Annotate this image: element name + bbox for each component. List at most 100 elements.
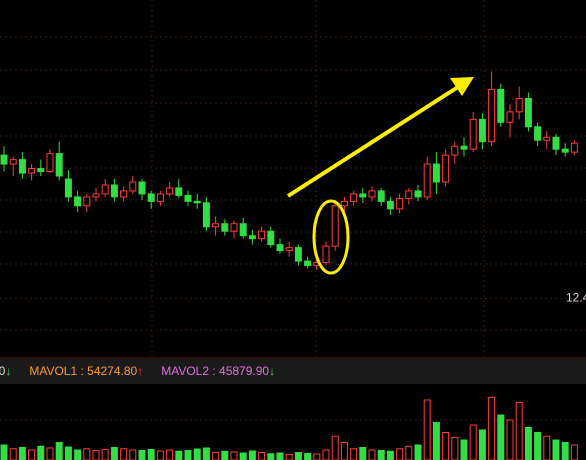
volume-bar — [202, 447, 210, 460]
candle-body — [46, 153, 54, 173]
volume-bar — [221, 450, 229, 460]
volume-bar — [506, 419, 514, 460]
candle-body — [506, 111, 514, 123]
highlight-ellipse — [312, 199, 350, 275]
candle-body — [294, 247, 302, 262]
volume-bar — [524, 427, 532, 460]
volume-bar — [166, 449, 174, 460]
candle-body — [101, 184, 109, 195]
volume-bar — [18, 447, 26, 460]
candle-body — [322, 245, 330, 264]
candle-body — [202, 202, 210, 228]
volume-bar — [92, 450, 100, 460]
volume-bar — [129, 449, 137, 460]
volume-bar — [294, 452, 302, 460]
volume-bar — [37, 445, 45, 460]
candle-body — [368, 190, 376, 198]
volume-bar — [543, 435, 551, 460]
candle-body — [248, 235, 256, 240]
legend-arrow: ↑ — [137, 364, 143, 378]
candle-body — [285, 247, 293, 252]
volume-bar — [83, 448, 91, 460]
volume-bar — [442, 432, 450, 460]
volume-bar — [285, 454, 293, 460]
candle-body — [193, 200, 201, 204]
volume-bar — [156, 450, 164, 460]
volume-bar — [570, 444, 578, 460]
volume-bar — [488, 397, 496, 460]
candle-body — [166, 187, 174, 195]
candle-body — [267, 230, 275, 246]
volume-bar — [184, 450, 192, 460]
y-tick-label: 12.4 — [566, 291, 586, 305]
candle-body — [497, 89, 505, 123]
volume-bar — [460, 439, 468, 460]
candle-body — [386, 200, 394, 210]
candle-body — [110, 184, 118, 198]
volume-bar — [28, 449, 36, 460]
volume-bar — [377, 450, 385, 460]
volume-bar — [101, 449, 109, 460]
volume-bar — [515, 402, 523, 460]
candle-body — [423, 163, 431, 198]
candle-body — [405, 190, 413, 199]
volume-bar — [147, 449, 155, 460]
volume-bar — [478, 429, 486, 460]
candle-body — [138, 181, 146, 195]
volume-bar — [230, 451, 238, 460]
candle-body — [175, 187, 183, 196]
volume-bar — [138, 450, 146, 460]
candle-body — [258, 230, 266, 240]
candle-body — [570, 142, 578, 153]
volume-bar — [561, 442, 569, 460]
volume-bar — [248, 450, 256, 460]
candle-body — [460, 145, 468, 150]
volume-bar — [9, 448, 17, 460]
legend-strip — [0, 359, 586, 384]
candle-body — [304, 260, 312, 267]
volume-bar — [258, 452, 266, 460]
candle-body — [221, 223, 229, 232]
volume-bar — [432, 422, 440, 460]
annotation — [286, 77, 474, 275]
volume-bar — [350, 448, 358, 460]
volume-bar — [212, 452, 220, 460]
volume-bar — [120, 448, 128, 460]
volume-bar — [110, 447, 118, 460]
legend-arrow: ↓ — [5, 364, 11, 378]
candle-body — [432, 163, 440, 183]
candle-body — [276, 244, 284, 252]
candle-body — [515, 97, 523, 113]
arrow-head — [450, 77, 474, 96]
candle-body — [442, 154, 450, 183]
volume-bar — [368, 449, 376, 460]
candle-body — [212, 223, 220, 228]
volume-bar — [276, 452, 284, 460]
candle-body — [396, 197, 404, 210]
candle-body — [64, 178, 72, 198]
candle-body — [488, 89, 496, 143]
legend-label: 00 — [0, 364, 6, 378]
candle-body — [350, 193, 358, 202]
candle-body — [543, 136, 551, 141]
candle-body — [74, 196, 82, 207]
candle-body — [469, 118, 477, 150]
candle-body — [9, 159, 17, 165]
volume-bar — [414, 444, 422, 460]
candle-body — [534, 126, 542, 141]
volume-bar — [386, 450, 394, 460]
volume-bar — [451, 437, 459, 460]
volume-bar — [313, 453, 321, 460]
candle-body — [331, 205, 339, 247]
volume-bar — [0, 444, 8, 460]
trend-arrow — [286, 85, 460, 198]
volume-bar — [469, 424, 477, 460]
volume-bar — [534, 432, 542, 460]
volume-bar — [497, 414, 505, 460]
volume-bar — [340, 442, 348, 460]
volume-bar — [423, 399, 431, 460]
legend-arrow: ↓ — [269, 364, 275, 378]
candle-body — [156, 193, 164, 202]
candle-body — [92, 193, 100, 198]
